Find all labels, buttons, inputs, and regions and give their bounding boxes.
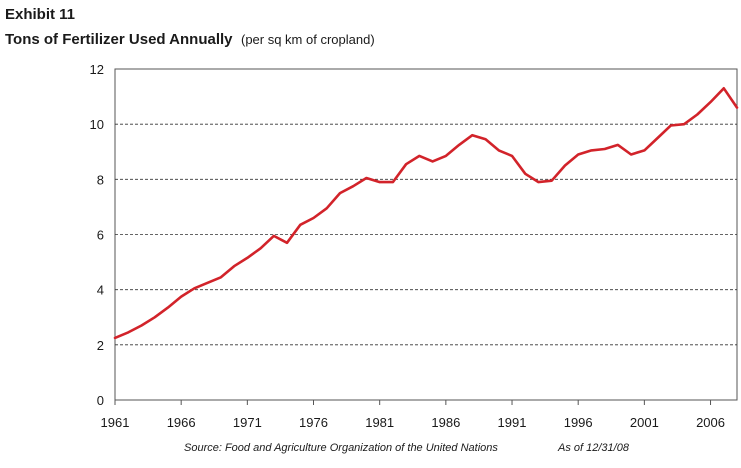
data-point-1962 (127, 331, 129, 333)
data-point-1995 (564, 164, 566, 166)
y-tick-label-0: 0 (97, 393, 104, 408)
data-point-1982 (392, 181, 394, 183)
y-tick-label-10: 10 (90, 117, 104, 132)
data-point-1965 (167, 306, 169, 308)
x-tick-label-1986: 1986 (431, 415, 460, 430)
data-point-2007 (723, 87, 725, 89)
y-tick-label-6: 6 (97, 228, 104, 243)
line-chart: 0 2 4 6 8 10 12 1961 1966 1971 1976 1981 1986 1991 199… (90, 62, 739, 430)
data-point-1988 (471, 134, 473, 136)
chart-title-row: Tons of Fertilizer Used Annually (per sq… (5, 31, 375, 49)
x-tick-label-1976: 1976 (299, 415, 328, 430)
data-point-1961 (114, 337, 116, 339)
data-point-1978 (339, 192, 341, 194)
x-tick-label-1961: 1961 (101, 415, 130, 430)
data-point-1964 (154, 316, 156, 318)
y-tick-label-8: 8 (97, 172, 104, 187)
data-point-2000 (630, 153, 632, 155)
y-tick-label-2: 2 (97, 338, 104, 353)
x-tick-label-2006: 2006 (696, 415, 725, 430)
x-tick-label-1991: 1991 (498, 415, 527, 430)
data-point-1991 (511, 155, 513, 157)
data-point-1977 (326, 207, 328, 209)
data-point-1966 (180, 295, 182, 297)
data-point-2006 (709, 101, 711, 103)
data-point-2005 (696, 113, 698, 115)
data-point-2001 (643, 149, 645, 151)
data-point-1971 (246, 257, 248, 259)
data-point-1967 (193, 287, 195, 289)
chart-title: Tons of Fertilizer Used Annually (5, 31, 233, 48)
data-point-1997 (590, 149, 592, 151)
data-point-1992 (524, 173, 526, 175)
data-point-1976 (312, 217, 314, 219)
x-tick-label-1971: 1971 (233, 415, 262, 430)
data-point-1987 (458, 144, 460, 146)
data-point-1974 (286, 242, 288, 244)
x-tick-label-1966: 1966 (167, 415, 196, 430)
x-tick-label-1996: 1996 (564, 415, 593, 430)
data-point-2002 (656, 137, 658, 139)
data-point-1994 (551, 180, 553, 182)
data-point-1996 (577, 153, 579, 155)
exhibit-label: Exhibit 11 (5, 6, 76, 23)
y-tick-label-4: 4 (97, 283, 104, 298)
data-point-1983 (405, 163, 407, 165)
data-point-1973 (273, 235, 275, 237)
data-point-1990 (498, 149, 500, 151)
data-point-1963 (140, 324, 142, 326)
data-point-1981 (378, 181, 380, 183)
data-point-1989 (484, 138, 486, 140)
x-tick-label-2001: 2001 (630, 415, 659, 430)
data-point-1984 (418, 155, 420, 157)
data-point-1972 (259, 247, 261, 249)
chart-subtitle: (per sq km of cropland) (240, 32, 375, 47)
data-point-1979 (352, 185, 354, 187)
as-of-date: As of 12/31/08 (558, 442, 629, 454)
data-point-2004 (683, 123, 685, 125)
data-point-1968 (206, 282, 208, 284)
x-tick-label-1981: 1981 (365, 415, 394, 430)
data-point-1993 (537, 181, 539, 183)
data-point-1970 (233, 265, 235, 267)
data-point-1999 (617, 144, 619, 146)
data-point-2008 (736, 106, 738, 108)
data-point-1998 (603, 148, 605, 150)
data-point-1969 (220, 276, 222, 278)
y-tick-label-12: 12 (90, 62, 104, 77)
data-point-1985 (431, 160, 433, 162)
source-note: Source: Food and Agriculture Organizatio… (184, 442, 498, 454)
data-point-1986 (445, 155, 447, 157)
data-point-1980 (365, 177, 367, 179)
fertilizer-series-line (113, 87, 739, 340)
data-point-2003 (670, 124, 672, 126)
data-point-1975 (299, 224, 301, 226)
